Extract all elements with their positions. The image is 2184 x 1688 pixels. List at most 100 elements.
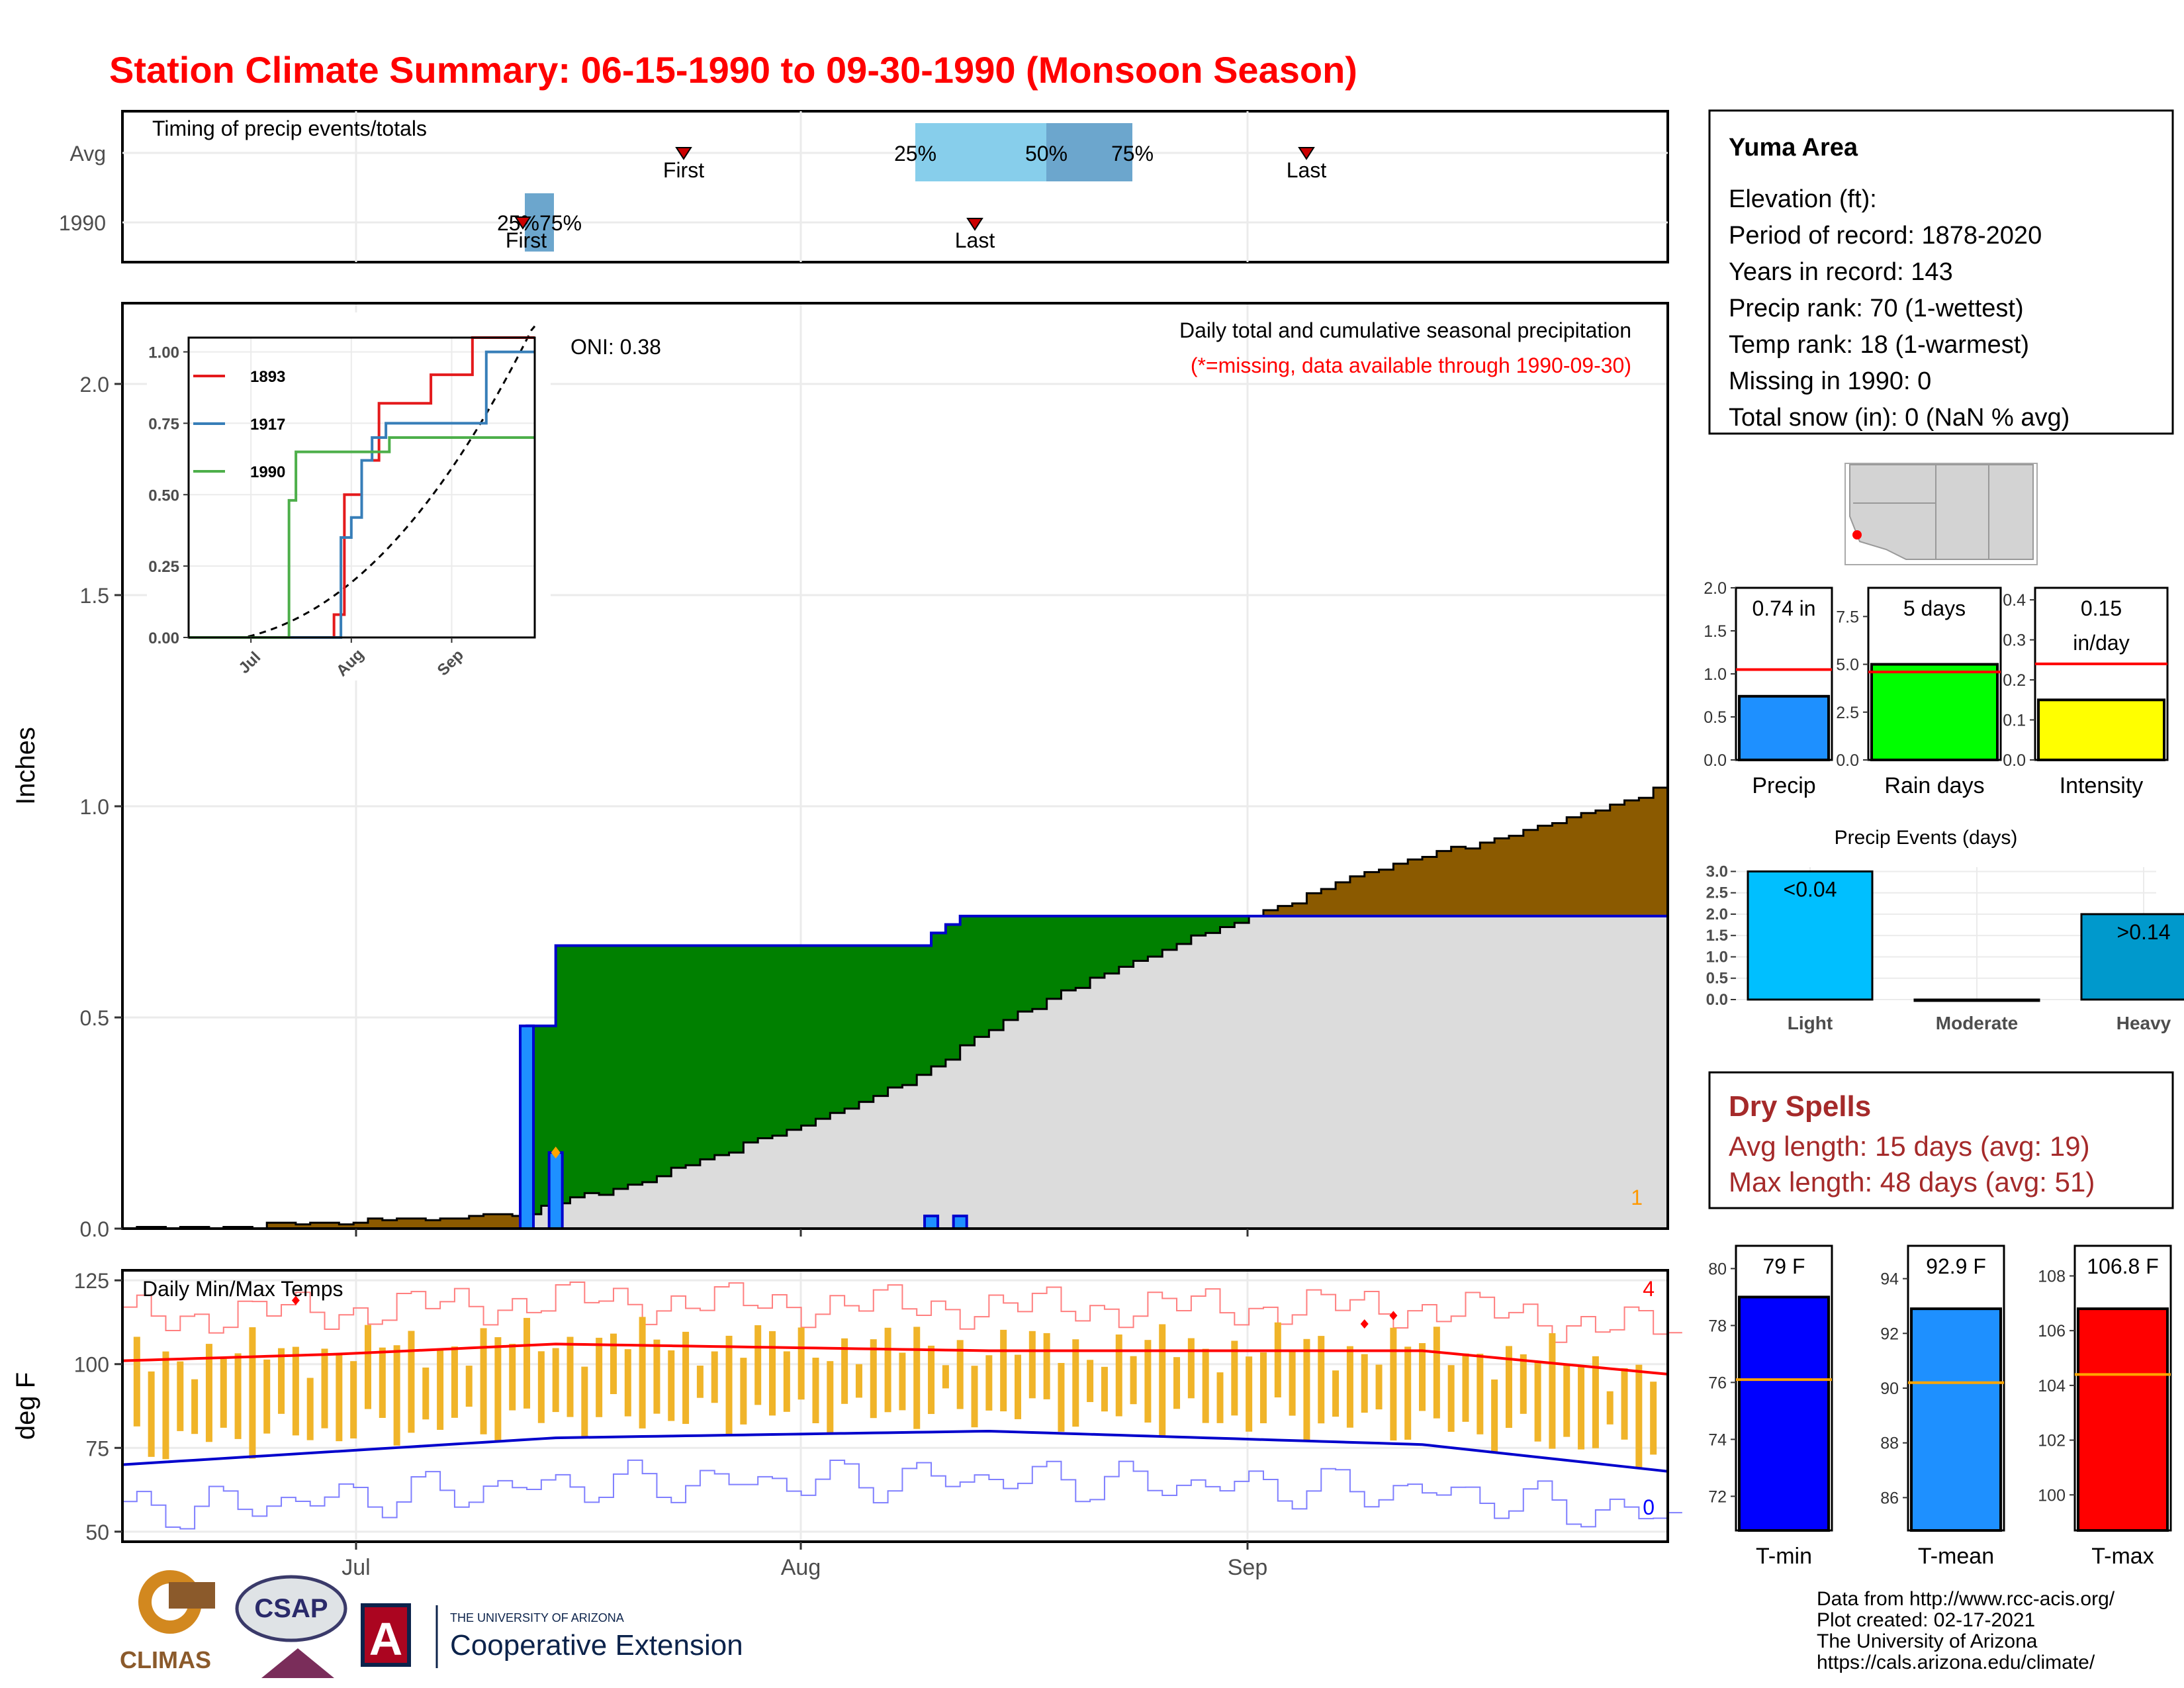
- daily-temp-bar: [1318, 1336, 1325, 1424]
- daily-temp-bar: [740, 1358, 747, 1425]
- dry-spells-box: Dry Spells Avg length: 15 days (avg: 19)…: [1708, 1071, 2174, 1209]
- daily-temp-bar: [855, 1364, 862, 1398]
- daily-temp-bar: [696, 1366, 704, 1398]
- daily-temp-bar: [1130, 1356, 1137, 1405]
- avg-p25: 25%: [894, 142, 936, 165]
- daily-temp-bar: [769, 1331, 776, 1416]
- daily-temp-bar: [711, 1351, 718, 1403]
- intensity-mini-value-label: in/day: [2073, 631, 2129, 655]
- info-line: Years in record: 143: [1729, 258, 1953, 286]
- info-line: Total snow (in): 0 (NaN % avg): [1729, 404, 2070, 432]
- daily-temp-bar: [523, 1317, 531, 1409]
- info-line: Period of record: 1878-2020: [1729, 222, 2042, 250]
- daily-temp-bar: [1361, 1354, 1368, 1413]
- intensity-mini-ytick-label: 0.0: [2003, 751, 2026, 770]
- daily-temp-bar: [292, 1346, 299, 1436]
- daily-temp-bar: [379, 1347, 386, 1419]
- daily-temp-bar: [913, 1327, 921, 1429]
- precip-mini-ytick-label: 1.0: [1704, 665, 1727, 684]
- daily-temp-bar: [653, 1339, 660, 1414]
- daily-temp-bar: [321, 1348, 328, 1429]
- events-ytick-label: 1.0: [1706, 948, 1728, 966]
- ua-big-text: Cooperative Extension: [450, 1629, 743, 1662]
- daily-temp-bar: [1491, 1379, 1498, 1453]
- dry-spells-avg: Avg length: 15 days (avg: 19): [1729, 1131, 2090, 1162]
- inset-legend-label: 1990: [250, 463, 285, 481]
- temp-ytick-label: 125: [74, 1269, 109, 1293]
- record-high-marker: [1389, 1311, 1398, 1321]
- inset-series-1917: [189, 350, 535, 639]
- daily-temp-bar: [942, 1365, 949, 1389]
- temp-bar-charts: 72 74 76 78 80 79 F T-min 86 88 90 92 94 92.9 F T-mea…: [1708, 1244, 2172, 1569]
- daily-temp-bar: [191, 1379, 199, 1434]
- daily-temp-bar: [1549, 1333, 1556, 1449]
- daily-temp-bar: [1202, 1348, 1209, 1423]
- precip-ytick-label: 1.5: [80, 584, 109, 608]
- daily-temp-bar: [1246, 1356, 1253, 1432]
- avg-p50: 50%: [1025, 142, 1068, 165]
- record-max-line: [122, 1282, 1682, 1343]
- daily-temp-bar: [234, 1353, 242, 1439]
- tmean-bar-bar: [1910, 1307, 2002, 1532]
- daily-temp-bar: [985, 1355, 993, 1411]
- daily-temp-bar: [350, 1361, 357, 1439]
- daily-temp-bar: [1462, 1353, 1469, 1422]
- events-category-label: Light: [1788, 1013, 1833, 1033]
- svg-text:A: A: [369, 1613, 403, 1665]
- tmin-bar-value-label: 79 F: [1762, 1254, 1805, 1278]
- tmax-bar-ytick-label: 100: [2038, 1486, 2066, 1505]
- avg-quartile-box-low: [915, 123, 1046, 181]
- daily-temp-bar: [1187, 1338, 1195, 1399]
- daily-temp-bar: [567, 1336, 574, 1417]
- raindays-mini-bar: [1870, 663, 1999, 761]
- avg-last-marker: [1298, 147, 1315, 160]
- events-ytick-label: 3.0: [1706, 863, 1728, 880]
- raindays-mini-ytick-label: 0.0: [1836, 751, 1859, 770]
- events-bar: [1747, 870, 1874, 1001]
- tmean-bar-ytick-label: 94: [1880, 1270, 1899, 1289]
- precip-note: (*=missing, data available through 1990-…: [1191, 353, 1631, 377]
- daily-temp-bar: [220, 1358, 227, 1428]
- daily-temp-bar: [1621, 1368, 1628, 1440]
- info-line: Temp rank: 18 (1-warmest): [1729, 331, 2029, 359]
- raindays-mini-ytick-label: 5.0: [1836, 656, 1859, 675]
- daily-temp-bar: [336, 1354, 343, 1442]
- daily-temp-bar: [393, 1345, 400, 1446]
- temp-label: Daily Min/Max Temps: [142, 1277, 343, 1301]
- daily-temp-bar: [1028, 1331, 1036, 1399]
- daily-temp-bar: [1043, 1333, 1050, 1399]
- y1990-first-label: First: [506, 228, 547, 252]
- daily-temp-bar: [537, 1351, 545, 1423]
- page-title: Station Climate Summary: 06-15-1990 to 0…: [109, 49, 1357, 91]
- precip-mini-ytick-label: 2.0: [1704, 579, 1727, 598]
- y1990-quartile-box: [525, 193, 554, 252]
- y1990-pct: 25%75%: [497, 211, 582, 235]
- avg-p75: 75%: [1111, 142, 1154, 165]
- avg-min-temp-line: [122, 1429, 1668, 1473]
- record-min-line: [122, 1459, 1682, 1530]
- daily-precip-bar: [547, 1151, 564, 1231]
- precip-events-chart: Precip Events (days) 0.0 0.5 1.0 1.5 2.0 2.5 3…: [1706, 827, 2184, 1033]
- daily-temp-bar: [827, 1361, 834, 1435]
- daily-temp-bar: [494, 1337, 502, 1441]
- daily-temp-bar: [1259, 1352, 1267, 1424]
- daily-temp-bar: [1375, 1364, 1383, 1410]
- daily-temp-bar: [1159, 1324, 1166, 1438]
- y1990-last-label: Last: [955, 228, 995, 252]
- timing-label: Timing of precip events/totals: [152, 117, 427, 140]
- tmax-bar-value-label: 106.8 F: [2087, 1254, 2159, 1278]
- footer-line: Plot created: 02-17-2021: [1817, 1609, 2035, 1631]
- daily-temp-bar: [841, 1338, 848, 1404]
- temp-ylabel: deg F: [11, 1372, 40, 1440]
- precip-mini-ytick-label: 0.0: [1704, 751, 1727, 770]
- daily-temp-bar: [1289, 1350, 1296, 1416]
- daily-temp-bar: [1578, 1366, 1585, 1450]
- events-ytick-label: 2.5: [1706, 884, 1728, 902]
- daily-temp-bar: [1520, 1354, 1527, 1414]
- daily-temp-bar: [437, 1350, 444, 1430]
- temp-xtick-label: Sep: [1228, 1555, 1268, 1580]
- locator-map: [1844, 463, 2038, 565]
- daily-temp-bar: [928, 1345, 935, 1415]
- precip-ylabel: Inches: [11, 727, 40, 805]
- precip-title: Daily total and cumulative seasonal prec…: [1179, 318, 1631, 342]
